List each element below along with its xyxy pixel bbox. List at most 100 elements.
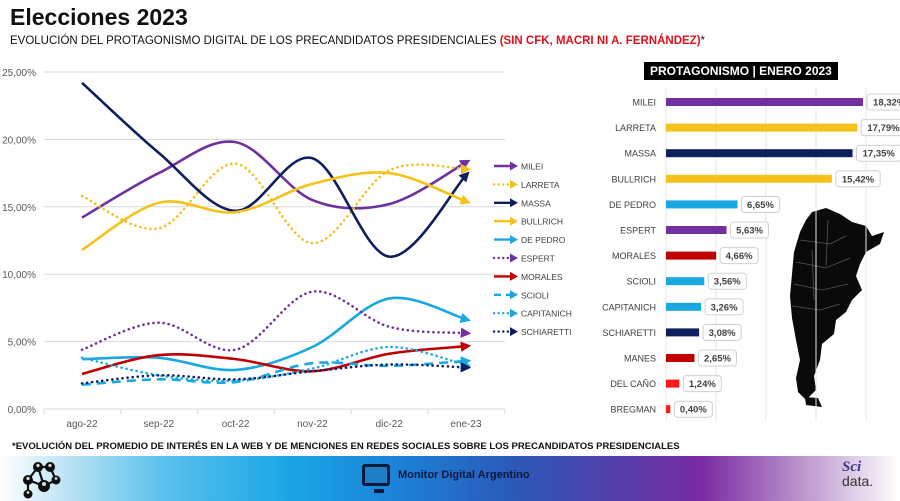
- scidata-logo-top: Sci: [842, 459, 862, 475]
- argentina-map-icon: [790, 208, 884, 407]
- footnote: *EVOLUCIÓN DEL PROMEDIO DE INTERÉS EN LA…: [12, 441, 680, 452]
- subtitle-highlight: (SIN CFK, MACRI NI A. FERNÁNDEZ): [499, 35, 701, 47]
- bar-value-label: 0,40%: [680, 405, 707, 416]
- series-line-scioli: [81, 356, 472, 387]
- tierra-del-fuego-shape: [805, 397, 822, 407]
- legend-arrow-icon: [510, 179, 518, 189]
- bar-value-label: 1,24%: [689, 379, 716, 390]
- bar-row: MORALES 4,66%: [612, 247, 759, 265]
- x-tick-label: dic-22: [376, 419, 404, 430]
- legend-label: CAPITANICH: [521, 309, 572, 319]
- legend-item: LARRETA: [492, 179, 560, 190]
- bar: [666, 123, 858, 132]
- scidata-logo-bottom: data.: [842, 473, 874, 489]
- legend-item: MORALES: [494, 271, 563, 282]
- bar-value-label: 2,65%: [704, 354, 731, 365]
- legend-arrow-icon: [510, 308, 518, 318]
- province-border: [793, 283, 849, 291]
- bar-category-label: BREGMAN: [610, 405, 656, 415]
- bar-value-box: [856, 144, 900, 162]
- legend-item: MASSA: [494, 198, 551, 208]
- legend-item: BULLRICH: [494, 216, 563, 227]
- bar-value-label: 3,26%: [711, 302, 738, 313]
- network-people-icon: [23, 462, 61, 499]
- legend-item: CAPITANICH: [492, 308, 572, 319]
- bar-category-label: CAPITANICH: [602, 302, 656, 312]
- series-line-milei: [81, 140, 471, 219]
- subtitle-main: EVOLUCIÓN DEL PROTAGONISMO DIGITAL DE LO…: [10, 35, 500, 47]
- bar-value-label: 15,42%: [842, 174, 875, 185]
- bar: [666, 149, 853, 158]
- bar-value-label: 17,79%: [867, 123, 900, 134]
- bar-value-box: [719, 247, 759, 265]
- legend: MILEI LARRETA MASSA BULLRICH DE PEDRO ESPERT M…: [492, 161, 572, 337]
- y-tick-label: 15,00%: [2, 203, 36, 214]
- bar-category-label: MILEI: [632, 98, 656, 108]
- page-subtitle: EVOLUCIÓN DEL PROTAGONISMO DIGITAL DE LO…: [10, 35, 705, 47]
- bar-value-box: [866, 93, 900, 111]
- province-border: [811, 249, 815, 301]
- series-line-schiaretti: [80, 362, 472, 385]
- bar: [666, 174, 832, 183]
- bar-category-label: DEL CAÑO: [610, 379, 656, 389]
- legend-arrow-icon: [510, 290, 518, 300]
- bar-row: SCHIARETTI 3,08%: [602, 323, 742, 341]
- monitor-digital-label: Monitor Digital Argentino: [398, 469, 530, 481]
- legend-arrow-icon: [510, 198, 518, 208]
- legend-label: ESPERT: [521, 254, 555, 264]
- legend-item: SCHIARETTI: [492, 327, 572, 337]
- series-line-morales: [81, 341, 472, 376]
- argentina-map-shape: [790, 208, 884, 400]
- bar-row: MASSA 17,35%: [624, 144, 900, 162]
- province-border: [791, 303, 841, 311]
- bar-value-box: [682, 375, 722, 393]
- y-tick-label: 20,00%: [2, 135, 36, 146]
- bar-value-box: [860, 119, 900, 137]
- footer-banner: Monitor Digital Argentino Sci data.: [0, 456, 900, 501]
- bar-category-label: SCIOLI: [626, 277, 656, 287]
- bar: [666, 354, 695, 362]
- legend-label: MASSA: [521, 198, 551, 208]
- bar: [666, 328, 700, 337]
- legend-arrow-icon: [510, 235, 518, 245]
- bar-row: MANES 2,65%: [624, 349, 737, 367]
- bar-category-label: SCHIARETTI: [602, 328, 656, 338]
- bar-category-label: ESPERT: [620, 226, 656, 236]
- legend-label: DE PEDRO: [521, 235, 566, 245]
- bar-value-box: [702, 323, 742, 341]
- province-border: [795, 257, 851, 269]
- bar-value-box: [835, 170, 881, 188]
- legend-label: LARRETA: [521, 180, 560, 190]
- legend-item: MILEI: [494, 161, 543, 172]
- bar-row: DE PEDRO 6,65%: [609, 195, 781, 213]
- bar-row: SCIOLI 3,56%: [626, 272, 747, 290]
- x-tick-label: sep-22: [144, 419, 175, 430]
- bar-value-label: 3,56%: [714, 277, 741, 288]
- bar-chart: MILEI 18,32% LARRETA 17,79% MASSA 17,35% BULLR…: [602, 88, 900, 420]
- legend-label: MORALES: [521, 272, 563, 282]
- bar-value-box: [741, 195, 781, 213]
- bar-category-label: MORALES: [612, 251, 656, 261]
- legend-arrow-icon: [510, 327, 518, 337]
- bar: [666, 200, 738, 209]
- page-title: Elecciones 2023: [10, 4, 188, 30]
- y-tick-label: 10,00%: [2, 270, 36, 281]
- series-line-de-pedro: [81, 296, 472, 372]
- bar-category-label: DE PEDRO: [609, 200, 656, 210]
- bar-value-box: [730, 221, 770, 239]
- bar-value-label: 3,08%: [709, 328, 736, 339]
- bar-row: DEL CAÑO 1,24%: [610, 375, 722, 393]
- province-border: [799, 235, 847, 245]
- x-tick-label: ene-23: [450, 419, 482, 430]
- x-tick-label: nov-22: [297, 419, 328, 430]
- bar-value-label: 18,32%: [873, 98, 900, 109]
- legend-arrow-icon: [510, 216, 518, 226]
- bar: [666, 226, 727, 234]
- series-line-espert: [80, 290, 472, 352]
- scidata-logo: Sci data.: [842, 459, 874, 489]
- series-line-bullrich: [81, 171, 471, 252]
- bar-row: BREGMAN 0,40%: [610, 400, 713, 418]
- province-border: [825, 219, 829, 267]
- x-tick-label: oct-22: [222, 419, 250, 430]
- monitor-icon: [362, 464, 390, 493]
